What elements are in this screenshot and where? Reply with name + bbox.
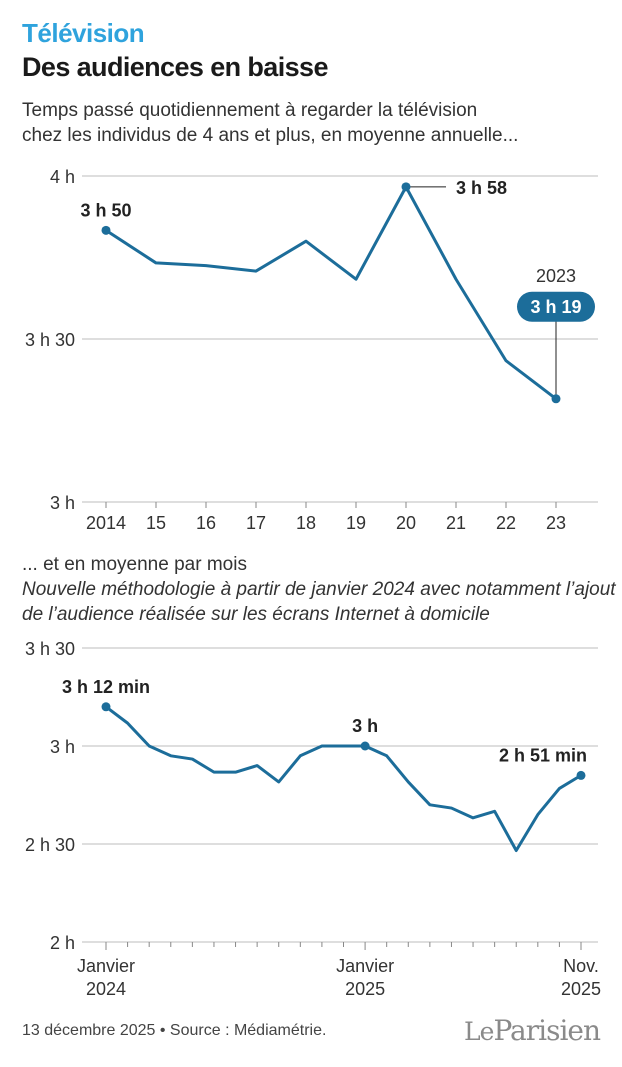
annual-data-point xyxy=(101,225,111,235)
headline: Des audiences en baisse xyxy=(22,52,328,82)
monthly-y-tick-label: 3 h xyxy=(50,737,75,757)
annual-label-year: 2023 xyxy=(536,266,576,286)
annual-y-tick-label: 3 h xyxy=(50,493,75,513)
annual-value-badge xyxy=(517,291,595,322)
monthly-line-chart: 3 h 303 h2 h 302 hJanvier2024Janvier2025… xyxy=(25,639,601,999)
annual-y-tick-label: 3 h 30 xyxy=(25,330,75,350)
annual-x-tick-label: 16 xyxy=(196,513,216,533)
monthly-data-point xyxy=(101,702,111,712)
monthly-x-tick-label: Nov. xyxy=(563,956,599,976)
monthly-x-tick-year: 2024 xyxy=(86,979,126,999)
annual-x-tick-label: 20 xyxy=(396,513,416,533)
monthly-y-tick-label: 2 h 30 xyxy=(25,835,75,855)
brand-logo: LeParisien xyxy=(464,1014,601,1047)
annual-x-tick-label: 18 xyxy=(296,513,316,533)
monthly-value-label: 3 h 12 min xyxy=(62,677,150,697)
methodology-note-line-2: de l’audience réalisée sur les écrans In… xyxy=(22,604,490,625)
annual-label-2023: 3 h 19 xyxy=(530,297,581,317)
monthly-x-tick-label: Janvier xyxy=(77,956,135,976)
annual-x-tick-label: 15 xyxy=(146,513,166,533)
monthly-value-label: 2 h 51 min xyxy=(499,745,587,765)
monthly-series-line xyxy=(105,705,582,853)
monthly-section-intro: ... et en moyenne par mois Nouvelle méth… xyxy=(22,552,616,627)
monthly-x-tick-year: 2025 xyxy=(345,979,385,999)
monthly-y-tick-label: 2 h xyxy=(50,933,75,953)
annual-x-tick-label: 19 xyxy=(346,513,366,533)
annual-data-point xyxy=(551,394,561,404)
monthly-value-label: 3 h xyxy=(352,716,378,736)
monthly-y-tick-label: 3 h 30 xyxy=(25,639,75,659)
monthly-data-point xyxy=(360,741,370,751)
annual-data-point xyxy=(401,182,411,192)
footer-source: 13 décembre 2025 • Source : Médiamétrie. xyxy=(22,1022,327,1039)
annual-x-tick-label: 2014 xyxy=(86,513,126,533)
annual-label-2014: 3 h 50 xyxy=(80,200,131,220)
monthly-x-tick-year: 2025 xyxy=(561,979,601,999)
monthly-x-tick-label: Janvier xyxy=(336,956,394,976)
intro-line-1: Temps passé quotidiennement à regarder l… xyxy=(22,100,478,121)
annual-series-line xyxy=(105,185,557,400)
annual-line-chart: 4 h 3 h 30 3 h 2014 15 16 17 18 19 20 21 22 23 3 h 50… xyxy=(25,167,598,533)
methodology-note-line-1: Nouvelle méthodologie à partir de janvie… xyxy=(22,579,616,600)
kicker: Télévision xyxy=(22,18,145,48)
intro-text: Temps passé quotidiennement à regarder l… xyxy=(22,98,612,148)
intro-line-2: chez les individus de 4 ans et plus, en … xyxy=(22,125,519,146)
annual-x-tick-label: 17 xyxy=(246,513,266,533)
annual-label-2020: 3 h 58 xyxy=(456,178,507,198)
annual-x-tick-label: 22 xyxy=(496,513,516,533)
annual-x-tick-label: 21 xyxy=(446,513,466,533)
monthly-section-title: ... et en moyenne par mois xyxy=(22,554,247,575)
annual-x-tick-label: 23 xyxy=(546,513,566,533)
annual-y-tick-label: 4 h xyxy=(50,167,75,187)
brand-logo-name: Parisien xyxy=(493,1014,601,1047)
brand-logo-le: Le xyxy=(464,1017,494,1046)
monthly-data-point xyxy=(576,770,586,780)
